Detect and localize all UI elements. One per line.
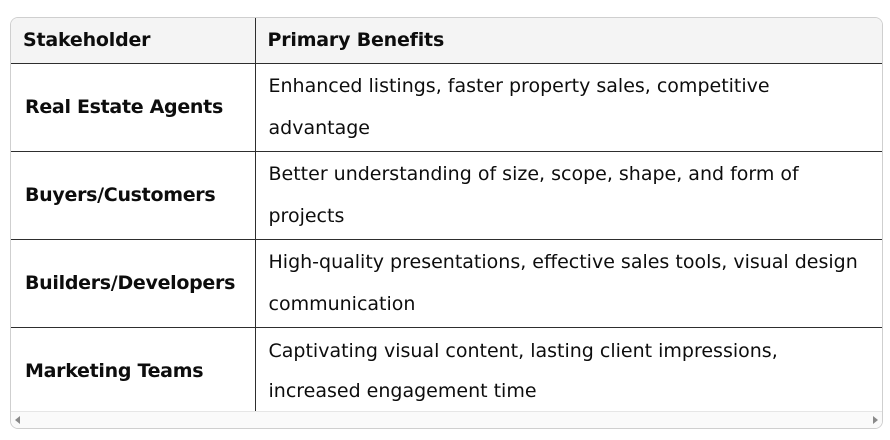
stakeholder-benefits-table: Stakeholder Primary Benefits Real Estate…: [11, 18, 882, 415]
benefits-cell: Enhanced listings, faster property sales…: [254, 62, 882, 152]
benefits-cell: High-quality presentations, effective sa…: [254, 238, 882, 328]
table-container: Stakeholder Primary Benefits Real Estate…: [10, 17, 883, 429]
stakeholder-cell: Builders/Developers: [11, 238, 256, 328]
horizontal-scrollbar[interactable]: [11, 411, 882, 428]
table-row: Buyers/Customers Better understanding of…: [11, 150, 882, 240]
table-row: Marketing Teams Captivating visual conte…: [11, 326, 882, 415]
stakeholder-cell: Buyers/Customers: [11, 150, 256, 240]
stakeholder-cell: Real Estate Agents: [11, 62, 256, 152]
column-header-stakeholder: Stakeholder: [11, 18, 256, 64]
column-header-primary-benefits: Primary Benefits: [254, 18, 882, 64]
chevron-right-icon[interactable]: [873, 416, 878, 424]
table-row: Builders/Developers High-quality present…: [11, 238, 882, 328]
stakeholder-cell: Marketing Teams: [11, 326, 256, 415]
chevron-left-icon[interactable]: [15, 416, 20, 424]
table-header-row: Stakeholder Primary Benefits: [11, 18, 882, 64]
benefits-cell: Captivating visual content, lasting clie…: [254, 326, 882, 415]
table-row: Real Estate Agents Enhanced listings, fa…: [11, 62, 882, 152]
benefits-cell: Better understanding of size, scope, sha…: [254, 150, 882, 240]
